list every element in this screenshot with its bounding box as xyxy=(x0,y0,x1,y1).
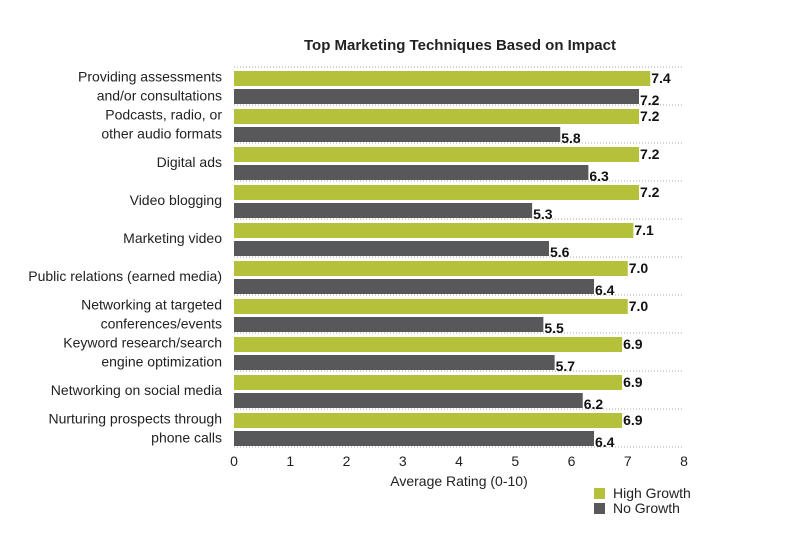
category-label: Providing assessments xyxy=(78,69,222,85)
category-label: other audio formats xyxy=(101,126,222,142)
bar-high-growth xyxy=(234,147,639,162)
data-label: 7.0 xyxy=(629,260,649,276)
legend-swatch xyxy=(594,503,605,514)
data-label: 7.0 xyxy=(629,298,649,314)
data-label: 5.5 xyxy=(544,320,564,336)
x-tick-label: 4 xyxy=(455,453,463,469)
data-label: 6.3 xyxy=(589,168,609,184)
bar-high-growth xyxy=(234,299,628,314)
data-label: 5.7 xyxy=(556,358,576,374)
x-tick-label: 1 xyxy=(286,453,294,469)
data-label: 7.2 xyxy=(640,146,660,162)
bar-high-growth xyxy=(234,375,623,390)
data-label: 5.8 xyxy=(561,130,581,146)
bar-no-growth xyxy=(234,203,533,218)
x-tick-label: 0 xyxy=(230,453,238,469)
category-label: Video blogging xyxy=(130,192,222,208)
data-label: 5.3 xyxy=(533,206,553,222)
data-label: 6.4 xyxy=(595,282,615,298)
category-label: Public relations (earned media) xyxy=(28,268,222,284)
bar-no-growth xyxy=(234,241,549,256)
category-label: and/or consultations xyxy=(97,88,222,104)
x-axis-label: Average Rating (0-10) xyxy=(390,473,527,489)
bar-high-growth xyxy=(234,337,623,352)
x-tick-label: 8 xyxy=(680,453,688,469)
bar-high-growth xyxy=(234,223,634,238)
x-tick-label: 6 xyxy=(568,453,576,469)
data-label: 7.2 xyxy=(640,92,660,108)
data-label: 6.2 xyxy=(584,396,604,412)
category-label: Digital ads xyxy=(157,154,222,170)
x-tick-label: 3 xyxy=(399,453,407,469)
bar-no-growth xyxy=(234,393,583,408)
category-label: Podcasts, radio, or xyxy=(105,107,222,123)
bar-no-growth xyxy=(234,89,639,104)
bar-high-growth xyxy=(234,413,623,428)
chart-title: Top Marketing Techniques Based on Impact xyxy=(304,37,616,54)
category-label: Marketing video xyxy=(123,230,222,246)
data-label: 5.6 xyxy=(550,244,570,260)
bar-no-growth xyxy=(234,279,594,294)
category-label: Keyword research/search xyxy=(63,335,222,351)
category-label: phone calls xyxy=(151,430,222,446)
category-label: engine optimization xyxy=(101,354,222,370)
bar-high-growth xyxy=(234,261,628,276)
bar-no-growth xyxy=(234,127,561,142)
bar-no-growth xyxy=(234,431,594,446)
data-label: 7.2 xyxy=(640,108,660,124)
x-tick-label: 7 xyxy=(624,453,632,469)
bar-high-growth xyxy=(234,71,651,86)
data-label: 7.2 xyxy=(640,184,660,200)
bar-no-growth xyxy=(234,355,555,370)
bar-no-growth xyxy=(234,165,589,180)
bar-high-growth xyxy=(234,185,639,200)
category-label: Networking on social media xyxy=(51,382,222,398)
data-label: 6.4 xyxy=(595,434,615,450)
data-label: 6.9 xyxy=(623,412,643,428)
category-label: Networking at targeted xyxy=(81,297,222,313)
bar-high-growth xyxy=(234,109,639,124)
data-label: 7.1 xyxy=(634,222,654,238)
legend-label: No Growth xyxy=(613,500,680,516)
legend-swatch xyxy=(594,488,605,499)
data-label: 6.9 xyxy=(623,336,643,352)
legend-label: High Growth xyxy=(613,485,691,501)
category-label: Nurturing prospects through xyxy=(48,411,222,427)
data-label: 6.9 xyxy=(623,374,643,390)
x-tick-label: 2 xyxy=(343,453,351,469)
category-label: conferences/events xyxy=(101,316,222,332)
data-label: 7.4 xyxy=(651,70,671,86)
x-tick-label: 5 xyxy=(511,453,519,469)
bar-no-growth xyxy=(234,317,544,332)
